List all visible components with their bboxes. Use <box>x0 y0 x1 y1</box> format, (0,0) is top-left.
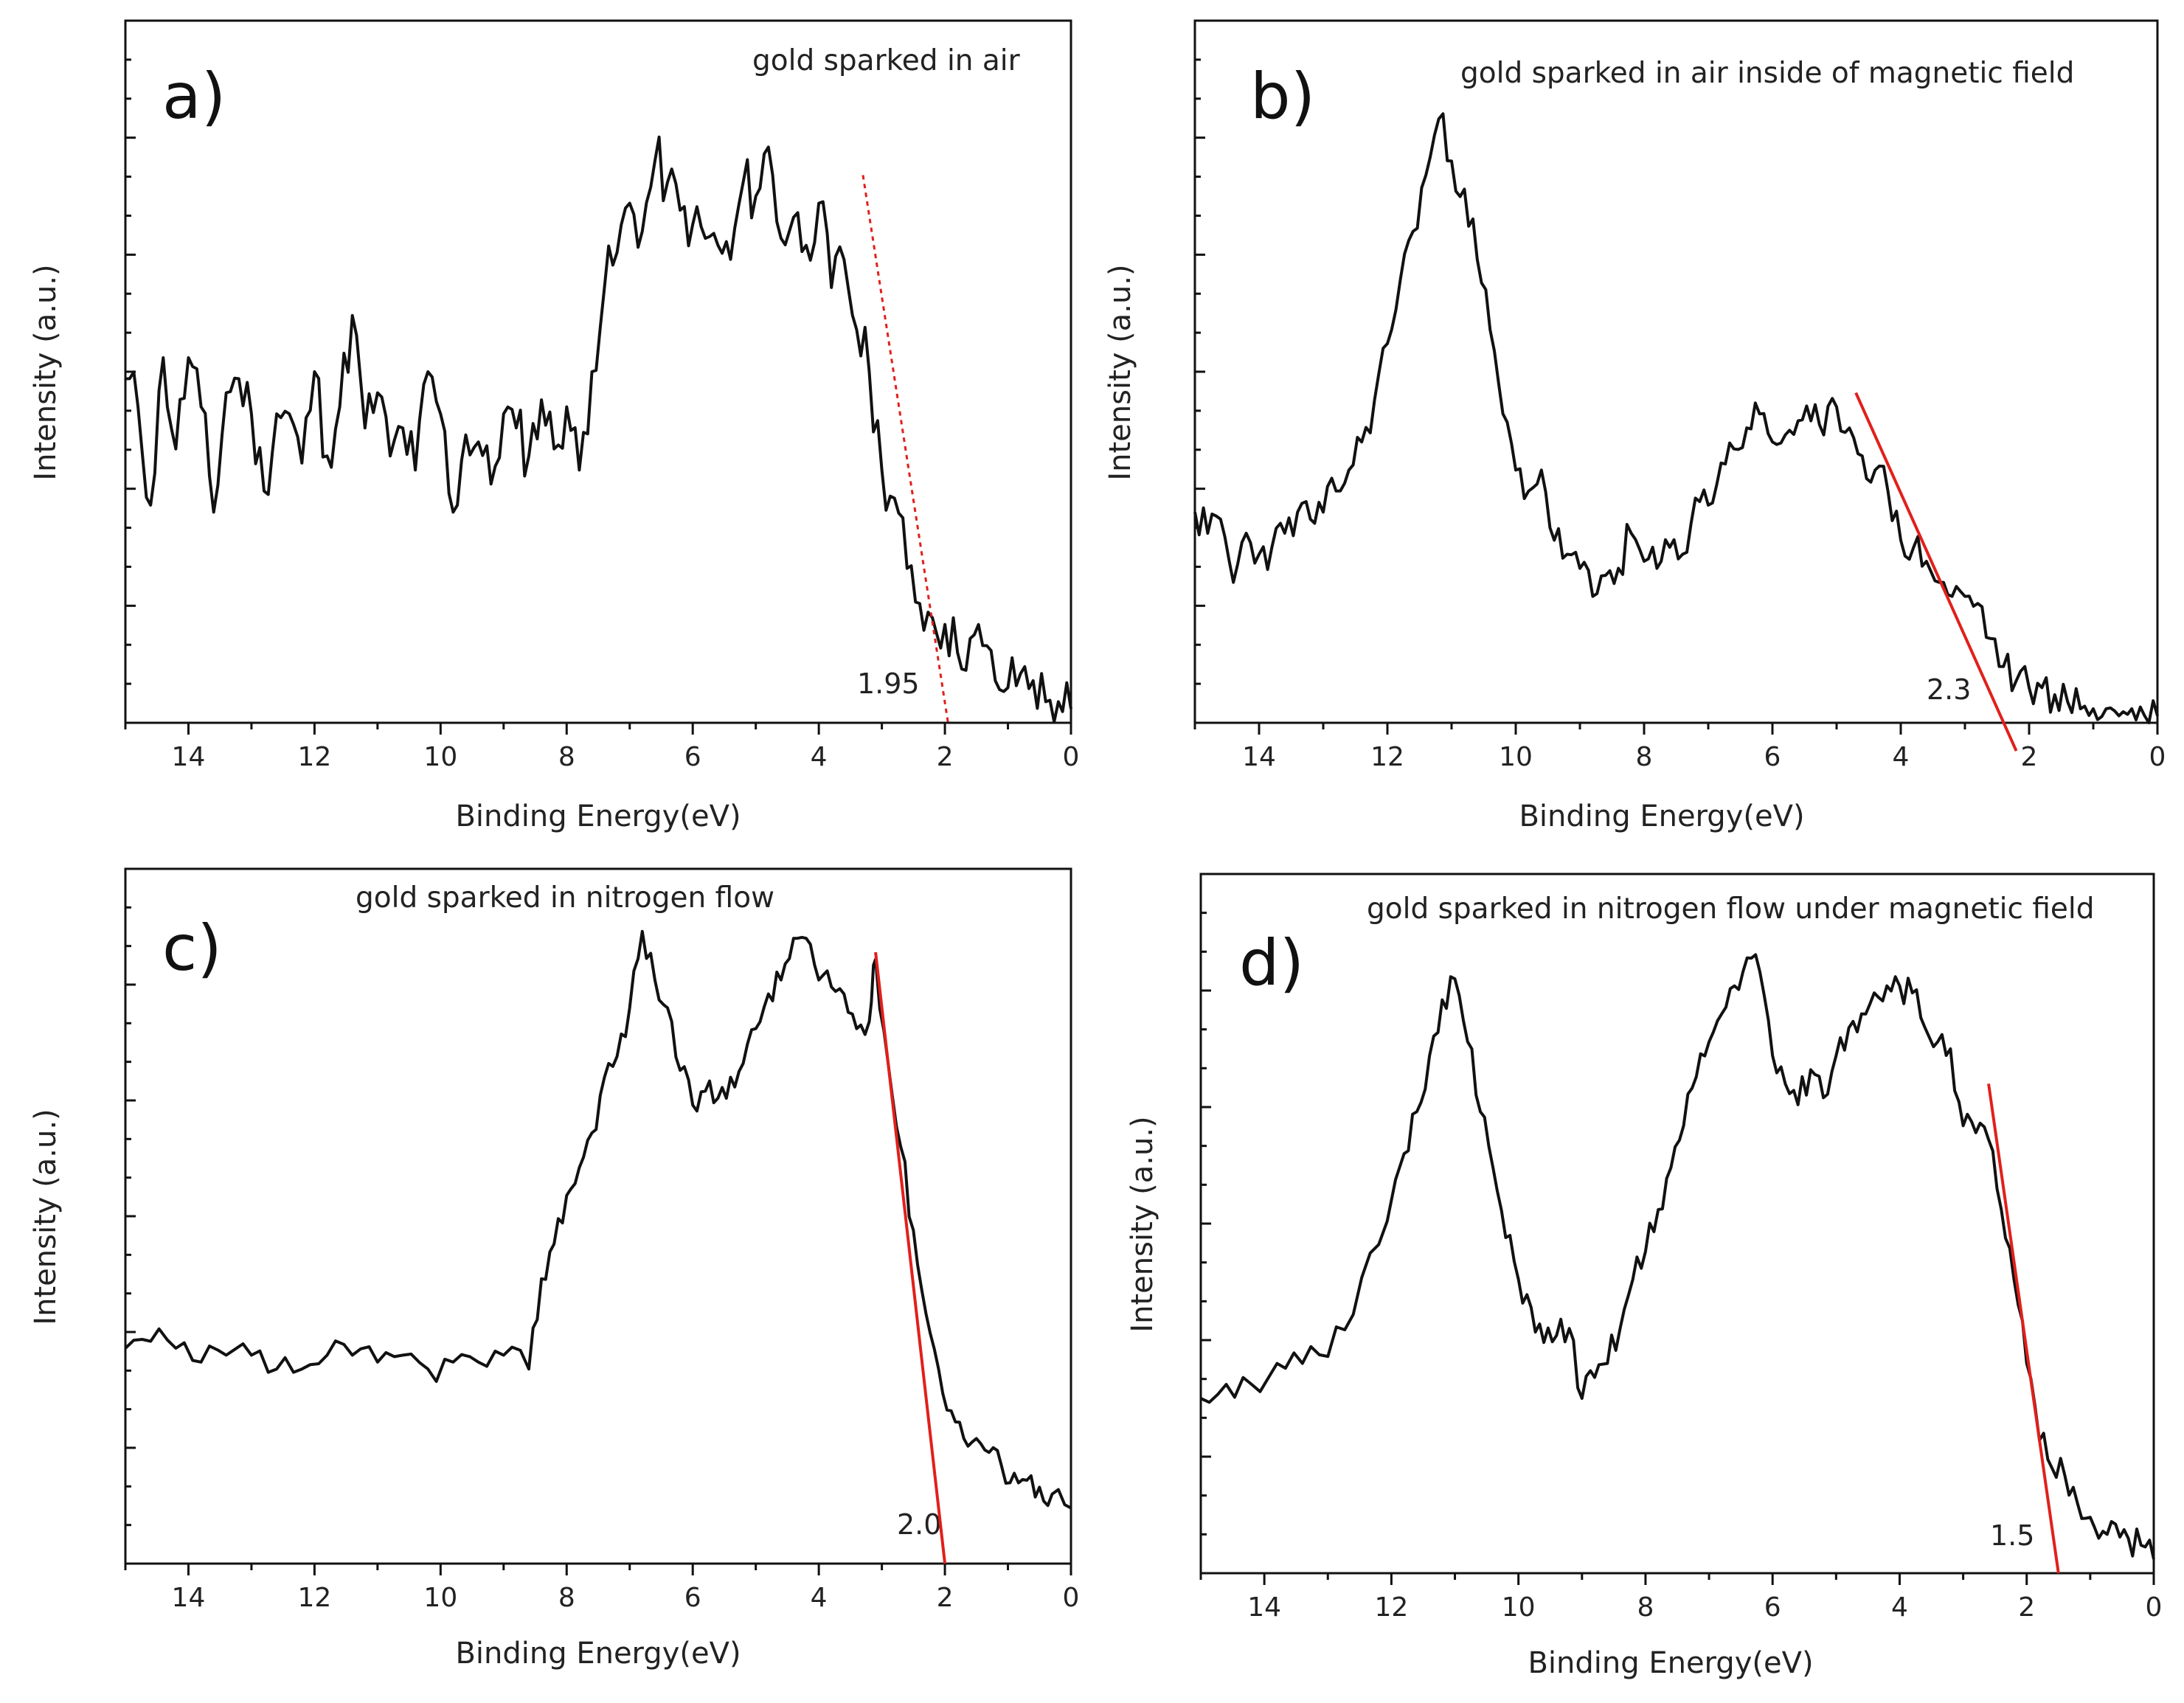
panel-c-x-tick-label: 12 <box>297 1583 331 1613</box>
panel-b-x-tick-label: 14 <box>1242 742 1276 772</box>
panel-a-axes: 14 12 10 8 6 4 2 0 <box>124 19 1080 772</box>
panel-b-onset-fit-line <box>1854 392 2018 752</box>
panel-c-x-tick-label: 8 <box>558 1583 575 1613</box>
panel-d-x-axis-label: Binding Energy(eV) <box>1528 1646 1813 1680</box>
panel-c-x-tick-label: 14 <box>172 1583 206 1613</box>
panel-d-x-tick-label: 6 <box>1764 1592 1781 1623</box>
panel-a-x-tick-label: 0 <box>1063 742 1080 772</box>
panel-a-title: gold sparked in air <box>752 44 1021 77</box>
panel-d-onset-label: 1.5 <box>1990 1519 2034 1552</box>
panel-b-x-tick-label: 12 <box>1370 742 1404 772</box>
panel-b-x-tick-label: 8 <box>1636 742 1653 772</box>
panel-d-x-tick-label: 4 <box>1891 1592 1908 1623</box>
panel-d-spectrum-line <box>1200 953 2155 1560</box>
panel-b-onset-label: 2.3 <box>1927 673 1971 706</box>
panel-c-y-axis-label: Intensity (a.u.) <box>29 1109 63 1325</box>
panel-c-x-tick-label: 4 <box>811 1583 828 1613</box>
panel-b-title: gold sparked in air inside of magnetic f… <box>1460 57 2074 90</box>
panel-c: c) gold sparked in nitrogen flow Intensi… <box>29 867 1080 1671</box>
panel-d-x-tick-label: 12 <box>1374 1592 1408 1623</box>
panel-b-x-axis-label: Binding Energy(eV) <box>1519 800 1804 833</box>
panel-a-letter: a) <box>162 60 226 133</box>
panel-a-x-tick-label: 10 <box>423 742 457 772</box>
panel-c-onset-label: 2.0 <box>897 1508 941 1541</box>
panel-d-x-tick-label: 2 <box>2018 1592 2035 1623</box>
panel-b-x-tick-label: 2 <box>2021 742 2038 772</box>
panel-d-y-axis-label: Intensity (a.u.) <box>1126 1116 1159 1332</box>
panel-a-x-tick-label: 14 <box>172 742 206 772</box>
panel-d-x-tick-label: 10 <box>1502 1592 1536 1623</box>
panel-a-spectrum-line <box>125 135 1072 724</box>
panel-d-x-tick-label: 8 <box>1637 1592 1654 1623</box>
panel-c-x-tick-label: 6 <box>684 1583 701 1613</box>
panel-b-x-tick-label: 4 <box>1893 742 1910 772</box>
panel-c-x-axis-label: Binding Energy(eV) <box>455 1637 741 1671</box>
panel-b-axes: 14 12 10 8 6 4 2 0 <box>1193 19 2166 772</box>
panel-b-x-tick-label: 0 <box>2149 742 2166 772</box>
panel-d-onset-fit-line <box>1987 1083 2060 1574</box>
panel-c-plot <box>124 929 1072 1564</box>
panel-b-x-tick-label: 10 <box>1499 742 1533 772</box>
panel-a-onset-label: 1.95 <box>857 667 920 700</box>
panel-a-plot <box>125 135 1072 724</box>
panel-d-axes: 14 12 10 8 6 4 2 0 <box>1199 873 2163 1623</box>
panel-d: d) gold sparked in nitrogen flow under m… <box>1126 873 2163 1680</box>
panel-d-plot <box>1200 953 2155 1574</box>
panel-b-letter: b) <box>1250 60 1315 133</box>
panel-c-frame <box>124 867 1072 1565</box>
panel-a-onset-fit-line <box>862 175 949 724</box>
panel-a-x-tick-label: 2 <box>937 742 954 772</box>
panel-c-title: gold sparked in nitrogen flow <box>356 881 774 915</box>
panel-a-x-axis-label: Binding Energy(eV) <box>455 800 741 833</box>
panel-a-x-tick-label: 8 <box>558 742 575 772</box>
panel-b-plot <box>1193 112 2159 752</box>
panel-c-letter: c) <box>162 912 222 985</box>
panel-b-x-tick-label: 6 <box>1764 742 1781 772</box>
panel-a-x-tick-label: 6 <box>684 742 701 772</box>
panel-c-axes: 14 12 10 8 6 4 2 0 <box>124 867 1080 1613</box>
panel-a: a) gold sparked in air Intensity (a.u.) … <box>29 19 1080 833</box>
panel-b: b) gold sparked in air inside of magneti… <box>1103 19 2166 833</box>
panel-c-spectrum-line <box>124 929 1072 1510</box>
panel-a-frame <box>124 19 1072 724</box>
panel-d-title: gold sparked in nitrogen flow under magn… <box>1367 892 2094 926</box>
panel-c-onset-fit-line <box>874 951 947 1564</box>
panel-d-x-tick-label: 0 <box>2146 1592 2163 1623</box>
panel-c-x-tick-label: 0 <box>1063 1583 1080 1613</box>
panel-a-x-tick-label: 4 <box>811 742 828 772</box>
panel-a-x-tick-label: 12 <box>297 742 331 772</box>
panel-b-y-axis-label: Intensity (a.u.) <box>1103 264 1137 480</box>
panel-d-x-tick-label: 14 <box>1247 1592 1281 1623</box>
panel-c-x-tick-label: 2 <box>937 1583 954 1613</box>
panel-d-letter: d) <box>1239 926 1304 1000</box>
panel-b-frame <box>1193 19 2159 724</box>
panel-c-x-tick-label: 10 <box>423 1583 457 1613</box>
panel-a-y-axis-label: Intensity (a.u.) <box>29 264 63 480</box>
panel-d-frame <box>1199 873 2155 1575</box>
panel-b-spectrum-line <box>1193 112 2159 724</box>
